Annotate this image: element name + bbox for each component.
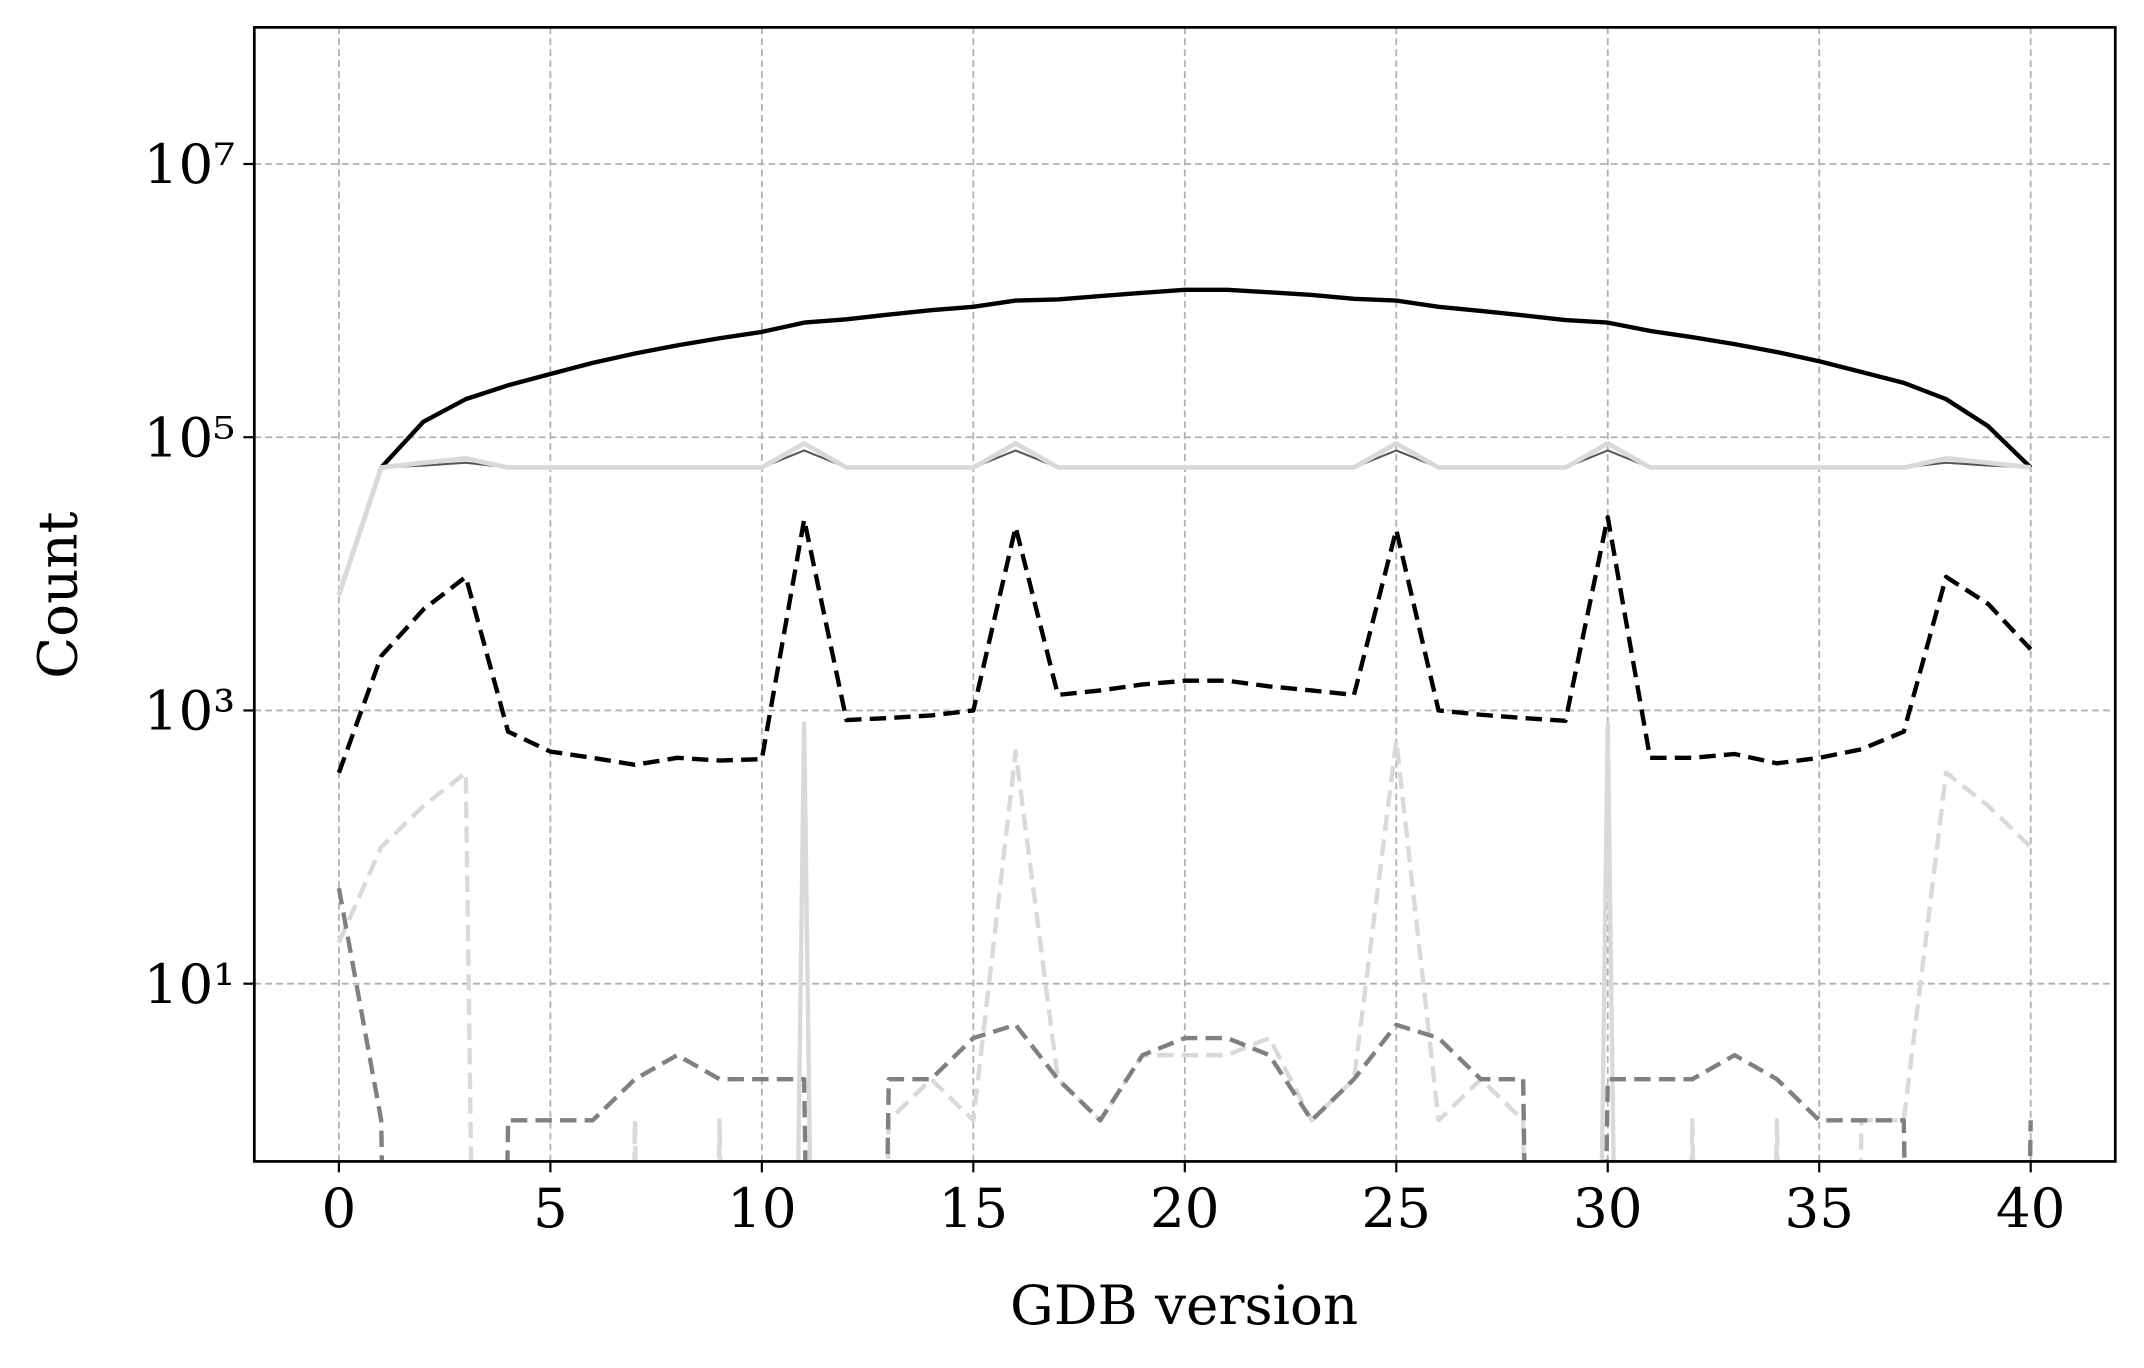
y-tick-label: 10⁵ <box>144 405 235 469</box>
x-tick-label: 30 <box>1573 1176 1643 1240</box>
series-line <box>336 887 2033 1162</box>
x-axis-label: GDB version <box>1010 1273 1358 1337</box>
x-tick-label: 35 <box>1784 1176 1854 1240</box>
x-tick-label: 10 <box>727 1176 797 1240</box>
ticks: 0 5 10 15 20 25 30 35 40 10¹ 10³ 10⁵ 10⁷ <box>144 132 2066 1240</box>
plot-area <box>336 287 2033 1162</box>
y-axis-label: Count <box>26 511 90 678</box>
series-line <box>336 514 2033 774</box>
y-tick-label: 10⁷ <box>144 132 235 196</box>
x-tick-label: 20 <box>1150 1176 1220 1240</box>
y-tick-label: 10³ <box>144 679 235 743</box>
series-line <box>336 441 2031 596</box>
series-line <box>336 287 2033 596</box>
y-tick-label: 10¹ <box>144 952 235 1016</box>
series-line <box>336 738 2033 1162</box>
x-tick-label: 25 <box>1361 1176 1431 1240</box>
grid <box>254 27 2116 1162</box>
x-tick-label: 15 <box>939 1176 1009 1240</box>
x-tick-label: 5 <box>533 1176 568 1240</box>
x-tick-label: 0 <box>322 1176 357 1240</box>
x-tick-label: 40 <box>1996 1176 2066 1240</box>
